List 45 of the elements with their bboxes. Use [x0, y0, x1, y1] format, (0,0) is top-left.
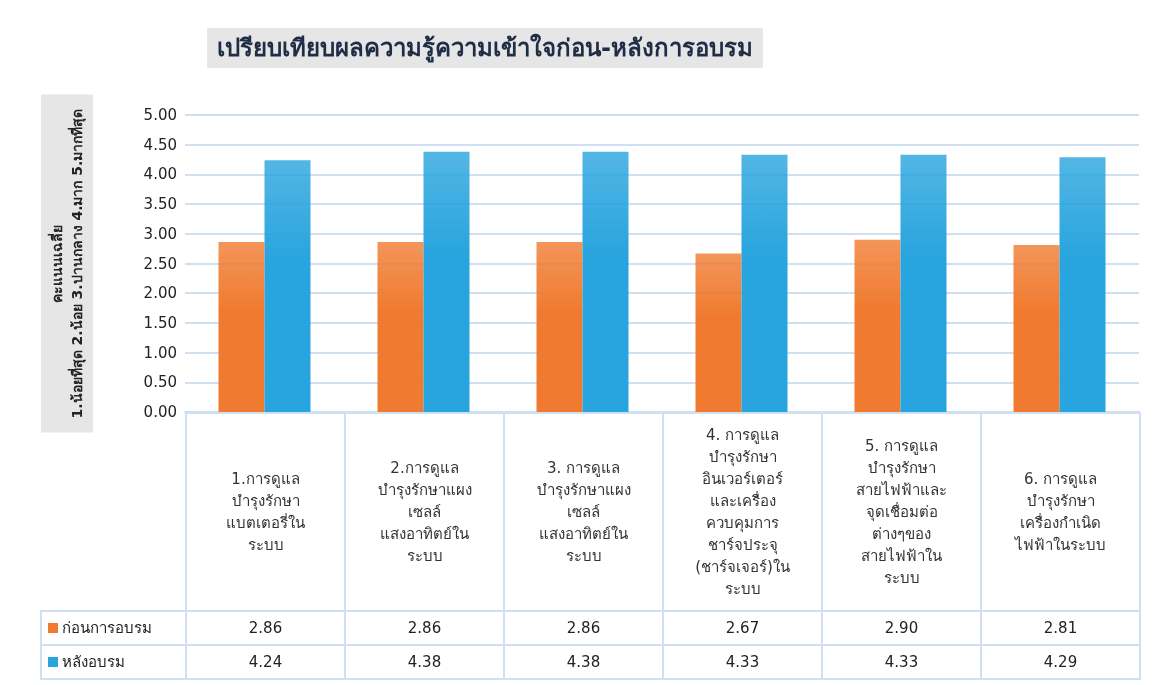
legend-label: หลังอบรม [41, 645, 186, 679]
data-label: 4.29 [981, 645, 1140, 679]
y-tick-label: 0.00 [143, 403, 177, 421]
bar [423, 151, 470, 412]
bar [582, 151, 629, 412]
y-tick-label: 3.00 [143, 224, 177, 243]
data-label: 4.33 [822, 645, 981, 679]
y-tick-label: 5.00 [143, 106, 177, 124]
bar [695, 253, 742, 412]
data-label: 2.90 [822, 611, 981, 645]
y-tick-label: 2.50 [143, 254, 177, 273]
bar [377, 242, 424, 412]
y-tick-label: 4.00 [143, 165, 177, 184]
x-tick-label: 2.การดูแล บำรุงรักษาแผง เซลล์ แสงอาทิตย์ใน ระบบ [376, 458, 473, 567]
data-label: 2.81 [981, 611, 1140, 645]
y-axis-title: คะแนนเฉลี่ย 1.น้อยที่สุด 2.น้อย 3.ปานกลาง 4.มาก 5.มากที่สุด [47, 108, 86, 419]
x-tick-label: 5. การดูแล บำรุงรักษา สายไฟฟ้าและ จุดเชื่อมต่อ ต่างๆของ สายไฟฟ้าใน ระบบ [855, 436, 948, 589]
bar [1013, 245, 1060, 412]
legend-label: ก่อนการอบรม [41, 611, 186, 645]
x-tick-label: 3. การดูแล บำรุงรักษาแผง เซลล์ แสงอาทิตย์ใน ระบบ [535, 458, 632, 567]
bar [900, 154, 947, 412]
chart-title: เปรียบเทียบผลความรู้ความเข้าใจก่อน-หลังการอบรม [217, 33, 753, 63]
y-tick-label: 0.50 [143, 373, 177, 392]
data-label: 2.86 [504, 611, 663, 645]
x-tick-label: 4. การดูแล บำรุงรักษา อินเวอร์เตอร์ และเครื่อง ควบคุมการ ชาร์จประจุ (ชาร์จเจอร์)ใน ระบบ [694, 425, 791, 600]
x-tick-label: 1.การดูแล บำรุงรักษา แบตเตอรี่ใน ระบบ [225, 469, 306, 556]
data-label: 4.24 [186, 645, 345, 679]
data-label: 4.33 [663, 645, 822, 679]
bar [1059, 157, 1106, 412]
x-tick-label: 6. การดูแล บำรุงรักษา เครื่องกำเนิด ไฟฟ้าในระบบ [1013, 469, 1107, 556]
y-tick-label: 4.50 [143, 135, 177, 154]
y-tick-label: 1.50 [143, 313, 177, 332]
bar [264, 160, 311, 412]
data-label: 4.38 [345, 645, 504, 679]
bar [854, 239, 901, 412]
bar [741, 154, 788, 412]
bar [218, 242, 265, 412]
data-label: 2.86 [345, 611, 504, 645]
y-tick-label: 1.00 [143, 343, 177, 362]
y-tick-label: 2.00 [143, 284, 177, 303]
bar [536, 242, 583, 412]
data-label: 4.38 [504, 645, 663, 679]
data-label: 2.67 [663, 611, 822, 645]
data-label: 2.86 [186, 611, 345, 645]
y-tick-label: 3.50 [143, 195, 177, 214]
